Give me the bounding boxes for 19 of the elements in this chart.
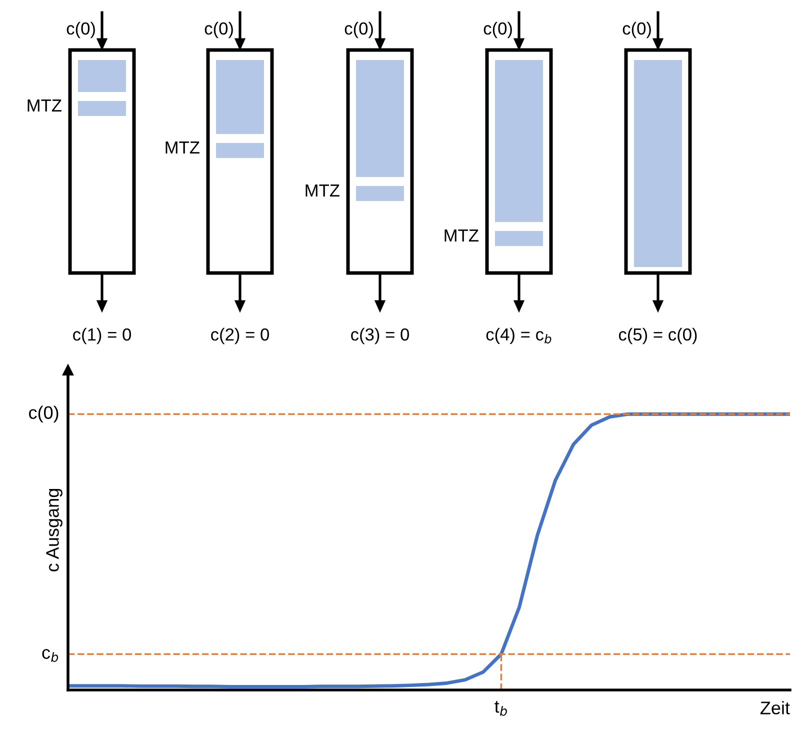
x-axis-title: Zeit — [760, 701, 790, 714]
text: c(3) = 0 — [351, 328, 409, 344]
text: c(0) — [622, 22, 651, 38]
text: c(1) = 0 — [73, 328, 131, 344]
text: c(0) — [66, 22, 95, 38]
ref-line-label: c$_{b}$ — [42, 649, 58, 662]
text: MTZ — [306, 184, 340, 196]
text: MTZ — [166, 142, 200, 154]
text: c(0) — [344, 22, 373, 38]
text: c(0) — [204, 22, 233, 38]
text: c(2) = 0 — [211, 328, 269, 344]
text: c(5) = c(0) — [618, 328, 697, 344]
text: MTZ — [28, 100, 62, 112]
text: MTZ — [444, 230, 478, 242]
text: c(0) — [484, 22, 512, 38]
text: c(4) = c$_{b}$ — [486, 328, 552, 344]
y-axis-title: c Ausgang — [46, 488, 62, 572]
text: t$_{b}$ — [494, 700, 507, 716]
ref-line-label: c(0) — [29, 406, 58, 423]
